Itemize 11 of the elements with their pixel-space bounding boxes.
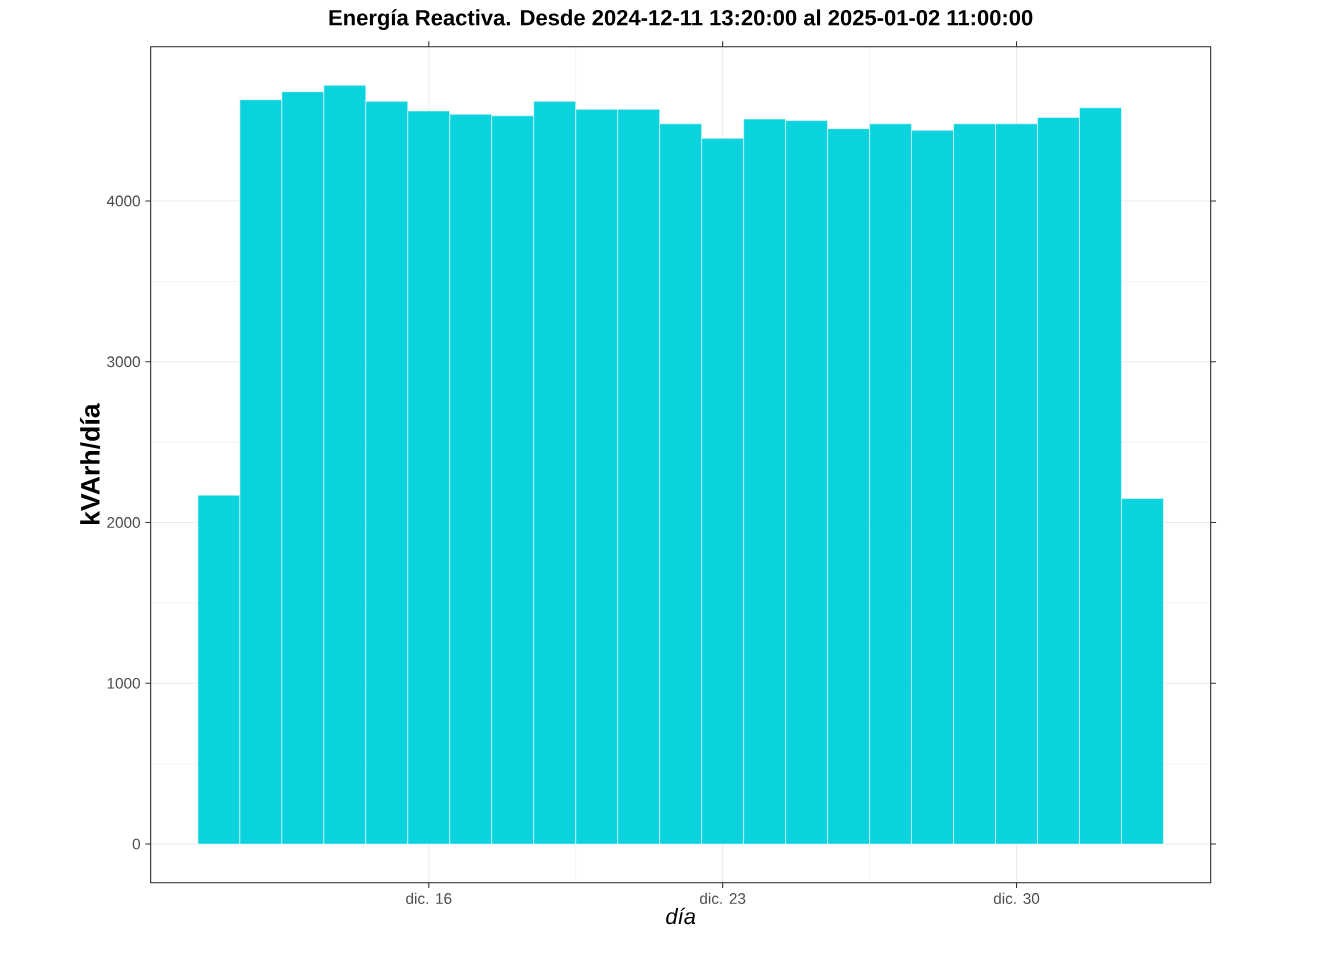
x-tick-label: dic. 23	[700, 892, 746, 904]
y-tick-label: 4000	[106, 195, 141, 207]
y-tick-label: 1000	[107, 677, 141, 689]
y-axis-title: kVArh/día	[79, 403, 101, 525]
chart-title: Energía Reactiva. Desde 2024-12-11 13:20:00 al 2025-01-02 11:00:00	[329, 9, 1033, 30]
x-tick-label: dic. 30	[993, 892, 1040, 904]
y-tick-label: 0	[132, 838, 141, 850]
x-axis-title: día	[666, 907, 696, 925]
y-tick-label: 3000	[107, 356, 141, 368]
y-tick-label: 2000	[107, 517, 141, 528]
x-tick-label: dic. 16	[406, 892, 452, 904]
